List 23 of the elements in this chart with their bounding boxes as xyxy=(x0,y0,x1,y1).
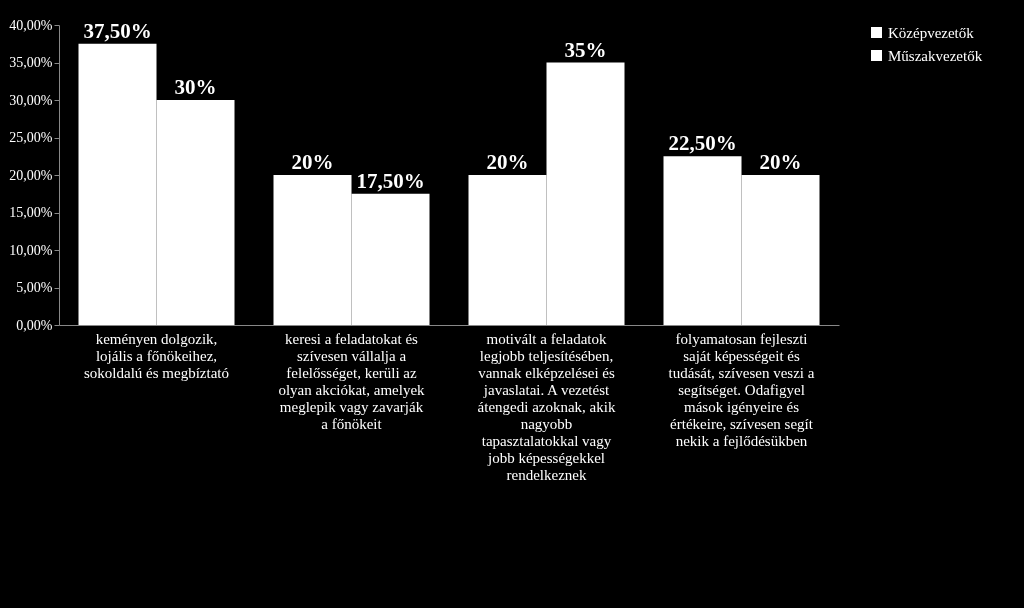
data-label: 20% xyxy=(291,150,334,174)
data-label: 35% xyxy=(564,37,607,62)
y-tick-label: 40,00% xyxy=(9,17,53,33)
x-tick-label: keresi a feladatokat és szívesen vállalja a felelősséget, kerüli az olyan akciókat, amelyek meglepik vagy zavarják a főnökeit xyxy=(278,330,426,432)
legend-label: Középvezetők xyxy=(888,24,975,41)
y-tick-label: 35,00% xyxy=(9,55,53,70)
y-tick-label: 25,00% xyxy=(9,130,53,145)
x-tick-label: keményen dolgozik, lojális a főnökeihez, sokoldalú és megbíztató xyxy=(84,330,229,381)
data-label: 17,50% xyxy=(356,168,425,193)
x-tick-label: folyamatosan fejleszti saját képességeit és tudását, szívesen veszi a segítséget. Odafigyel mások igényeire és értékeire, szívesen segít nekik a fejlődésükben xyxy=(668,330,815,449)
y-tick-label: 5,00% xyxy=(16,280,53,295)
category-label: motivált a feladatok legjobb teljesítésében, vannak elképzelései és javaslatai. A vezetést átengedi azoknak, akik nagyobb tapasztalatokkal vagy jobb képességekkel rendelkeznek xyxy=(477,330,616,483)
y-tick-label: 20,00% xyxy=(9,167,53,183)
y-tick-label: 30,00% xyxy=(9,92,53,108)
y-tick-label: 10,00% xyxy=(9,242,53,258)
y-tick-label: 15,00% xyxy=(9,205,53,220)
legend-label: Műszakvezetők xyxy=(888,47,983,64)
data-label: 37,50% xyxy=(83,18,152,43)
data-label: 20% xyxy=(759,150,802,174)
data-label: 20% xyxy=(486,150,529,174)
y-tick-label: 0,00% xyxy=(16,317,53,333)
data-label: 22,50% xyxy=(668,131,737,156)
data-label: 30% xyxy=(174,75,217,99)
